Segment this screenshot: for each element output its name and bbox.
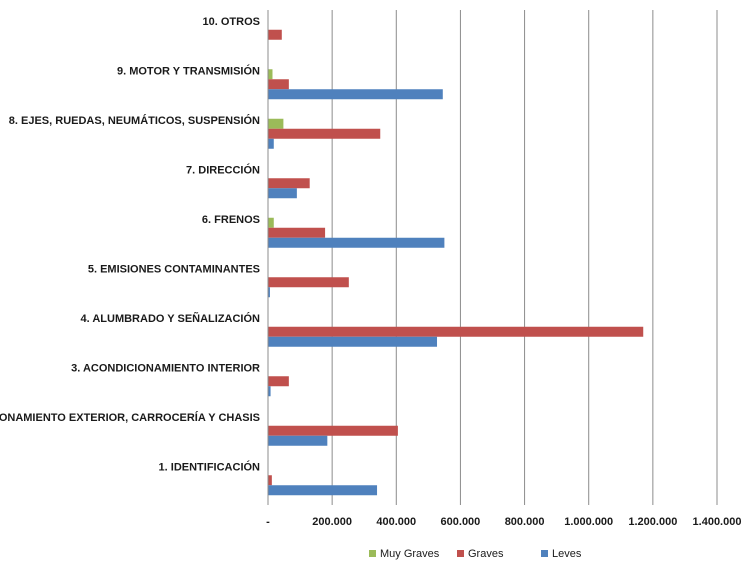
bar-leves — [268, 89, 443, 100]
category-label: 7. DIRECCIÓN — [186, 163, 260, 176]
x-tick-label: 200.000 — [312, 516, 352, 528]
legend-swatch — [541, 550, 548, 557]
x-tick-label: 800.000 — [505, 516, 545, 528]
legend-label: Graves — [468, 548, 504, 560]
x-tick-label: 400.000 — [376, 516, 416, 528]
bar-graves — [268, 128, 381, 139]
x-tick-label: 1.200.000 — [628, 516, 677, 528]
legend: Muy Graves Graves Leves — [369, 548, 582, 560]
category-label: 4. ALUMBRADO Y SEÑALIZACIÓN — [81, 312, 261, 325]
bar-muy-graves — [268, 217, 274, 228]
bar-leves — [268, 435, 328, 446]
x-tick-label: - — [266, 516, 270, 528]
x-tick-label: 600.000 — [441, 516, 481, 528]
bar-leves — [268, 237, 445, 248]
bar-leves — [268, 287, 270, 298]
legend-label: Muy Graves — [380, 548, 440, 560]
bar-leves — [268, 386, 271, 397]
bar-graves — [268, 326, 644, 337]
bar-graves — [268, 79, 289, 90]
category-labels: 10. OTROS 9. MOTOR Y TRANSMISIÓN 8. EJES, … — [0, 16, 260, 474]
bar-leves — [268, 485, 378, 496]
bar-graves — [268, 29, 282, 40]
bar-graves — [268, 376, 289, 387]
legend-swatch — [369, 550, 376, 557]
category-label: 5. EMISIONES CONTAMINANTES — [88, 263, 260, 275]
x-tick-label: 1.400.000 — [693, 516, 742, 528]
category-label: 2. ACONDICIONAMIENTO EXTERIOR, CARROCERÍ… — [0, 411, 260, 424]
category-label: 8. EJES, RUEDAS, NEUMÁTICOS, SUSPENSIÓN — [9, 114, 260, 127]
bar-muy-graves — [268, 69, 273, 80]
category-label: 3. ACONDICIONAMIENTO INTERIOR — [71, 362, 260, 374]
x-tick-label: 1.000.000 — [564, 516, 613, 528]
bar-leves — [268, 336, 438, 347]
bar-graves — [268, 178, 310, 189]
bar-graves — [268, 475, 272, 486]
bar-graves — [268, 277, 349, 288]
bar-muy-graves — [268, 118, 284, 129]
x-tick-labels: - 200.000 400.000 600.000 800.000 1.000.000 1.… — [266, 516, 741, 528]
category-label: 10. OTROS — [203, 16, 260, 28]
bar-graves — [268, 425, 398, 436]
category-label: 9. MOTOR Y TRANSMISIÓN — [117, 64, 260, 77]
legend-swatch — [457, 550, 464, 557]
category-label: 1. IDENTIFICACIÓN — [159, 460, 261, 473]
category-label: 6. FRENOS — [202, 214, 260, 226]
bars — [268, 29, 644, 496]
bar-graves — [268, 227, 326, 238]
bar-leves — [268, 138, 274, 149]
legend-label: Leves — [552, 548, 582, 560]
bar-leves — [268, 188, 297, 199]
